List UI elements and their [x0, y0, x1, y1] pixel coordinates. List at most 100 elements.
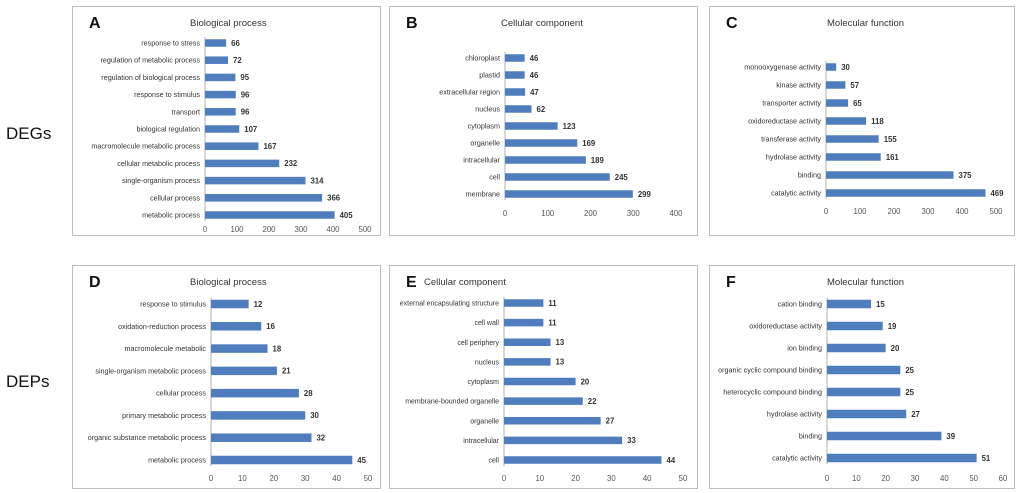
bar — [504, 397, 583, 405]
category-label: transporter activity — [762, 99, 821, 108]
bar-value-label: 25 — [905, 388, 914, 397]
bar — [211, 433, 312, 442]
bar — [505, 139, 578, 147]
bar — [505, 88, 526, 96]
bar-value-label: 232 — [284, 159, 298, 168]
x-tick-label: 10 — [535, 474, 544, 483]
bar-value-label: 72 — [233, 56, 242, 65]
x-tick-label: 400 — [326, 225, 340, 234]
bar-value-label: 123 — [563, 122, 577, 131]
category-label: cytoplasm — [468, 122, 500, 131]
x-tick-label: 20 — [571, 474, 580, 483]
x-tick-label: 40 — [940, 474, 949, 483]
x-tick-label: 100 — [541, 209, 555, 218]
x-tick-label: 200 — [887, 207, 901, 216]
bar-value-label: 12 — [254, 300, 263, 309]
chart-panel-e: external encapsulating structure 11 cell w… — [389, 265, 698, 489]
x-tick-label: 500 — [358, 225, 372, 234]
bar-value-label: 96 — [241, 108, 250, 117]
bar — [826, 81, 846, 89]
category-label: heterocyclic compound binding — [723, 388, 822, 397]
chart-svg-e: external encapsulating structure 11 cell w… — [400, 297, 688, 483]
bar — [505, 173, 610, 181]
category-label: nucleus — [475, 105, 500, 114]
x-tick-label: 30 — [301, 474, 310, 483]
bar-value-label: 13 — [556, 338, 565, 347]
category-label: intracellular — [463, 438, 499, 445]
bar — [205, 211, 335, 219]
panel-letter-b: B — [406, 15, 418, 32]
bar-value-label: 18 — [273, 344, 282, 353]
bar-value-label: 95 — [240, 73, 249, 82]
chart-panel-a: response to stress 66 regulation of metabo… — [72, 6, 381, 236]
x-tick-label: 40 — [643, 474, 652, 483]
category-label: macromolecule metabolic — [125, 344, 207, 353]
category-label: organelle — [470, 139, 500, 148]
category-label: organic substance metabolic process — [88, 433, 207, 442]
bar — [504, 377, 576, 386]
bar — [505, 71, 525, 79]
x-tick-label: 100 — [853, 207, 867, 216]
bar — [826, 153, 881, 161]
bar-value-label: 167 — [263, 142, 276, 151]
panel-letter-e: E — [406, 274, 417, 291]
bar — [211, 299, 249, 309]
x-tick-label: 60 — [999, 474, 1008, 483]
x-tick-label: 200 — [584, 209, 598, 218]
bar — [827, 365, 901, 375]
x-tick-label: 50 — [679, 474, 688, 483]
x-tick-label: 100 — [230, 225, 244, 234]
category-label: cation binding — [778, 300, 822, 309]
bar — [505, 156, 586, 164]
bar — [504, 338, 551, 346]
chart-title-c: Molecular function — [827, 18, 905, 29]
bar — [205, 39, 227, 47]
chart-panel-c: monooxygenase activity 30 kinase activity 5… — [709, 6, 1015, 236]
bar — [205, 176, 306, 185]
category-label: oxidation-reduction process — [118, 322, 206, 331]
bar-value-label: 245 — [615, 173, 629, 182]
category-label: regulation of metabolic process — [101, 56, 201, 65]
x-tick-label: 200 — [262, 225, 276, 234]
panel-letter-d: D — [89, 274, 101, 291]
x-tick-label: 40 — [332, 474, 341, 483]
bar — [205, 73, 236, 82]
chart-svg-b: chloroplast 46 plastid 46 extracellular regi… — [439, 52, 683, 218]
x-tick-label: 20 — [269, 474, 278, 483]
bar — [826, 189, 986, 197]
bar-value-label: 155 — [884, 135, 898, 144]
x-tick-label: 50 — [969, 474, 978, 483]
category-label: organelle — [470, 418, 499, 425]
x-tick-label: 0 — [825, 474, 830, 483]
x-tick-label: 0 — [503, 209, 508, 218]
bar-value-label: 27 — [606, 417, 615, 426]
category-label: oxidoreductase activity — [748, 117, 821, 126]
bar — [827, 387, 901, 397]
category-label: transferase activity — [761, 135, 821, 144]
bar — [205, 56, 229, 64]
bar — [211, 366, 277, 376]
bar — [827, 343, 886, 353]
bar — [504, 318, 544, 327]
bar — [211, 411, 306, 420]
bar — [826, 171, 954, 179]
bar-value-label: 28 — [304, 389, 313, 398]
x-tick-label: 30 — [607, 474, 616, 483]
x-tick-label: 300 — [294, 225, 308, 234]
category-label: catalytic activity — [771, 189, 821, 198]
bar — [504, 299, 544, 307]
bar-value-label: 62 — [537, 105, 546, 114]
bar-value-label: 46 — [530, 71, 539, 80]
bar-value-label: 299 — [638, 190, 652, 199]
bar — [205, 125, 240, 133]
bar-value-label: 66 — [231, 39, 240, 48]
category-label: cellular metabolic process — [117, 159, 200, 168]
category-label: single-organism process — [122, 176, 200, 185]
category-label: binding — [799, 432, 822, 441]
category-label: ion binding — [787, 344, 822, 353]
category-label: chloroplast — [465, 54, 500, 63]
bar-value-label: 25 — [905, 366, 914, 375]
bar — [205, 90, 236, 99]
bar-value-label: 30 — [310, 411, 319, 420]
x-tick-label: 20 — [881, 474, 890, 483]
